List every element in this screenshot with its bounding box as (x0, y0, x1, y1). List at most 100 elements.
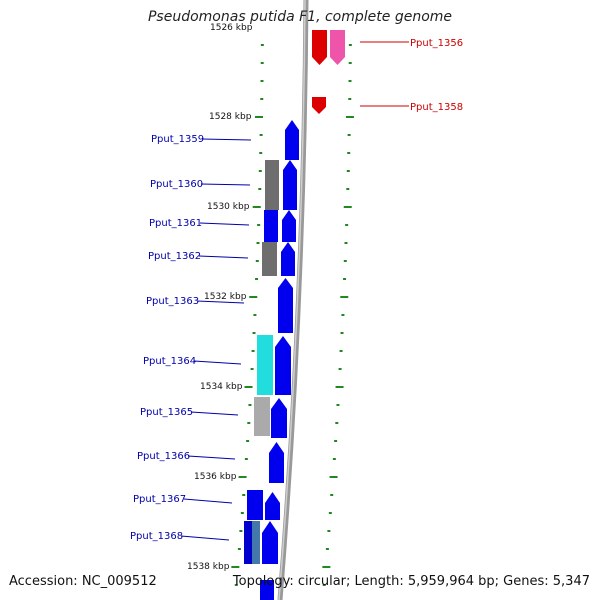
map-title: Pseudomonas putida F1, complete genome (147, 9, 453, 25)
tick-mark-right-4 (345, 116, 354, 118)
label-line-pput-1361 (199, 222, 250, 226)
tick-mark-right-17 (339, 350, 343, 352)
gene-pput-1369-homolog-block[interactable] (260, 580, 274, 600)
gene-pput-1362-homolog-block[interactable] (262, 242, 277, 276)
tick-mark-right-9 (343, 206, 352, 208)
tick-mark-left-12 (255, 260, 259, 262)
gene-pput-1361-arrow[interactable] (282, 210, 296, 242)
tick-mark-right-23 (332, 458, 336, 460)
gene-label-pput-1364[interactable]: Pput_1364 (143, 356, 196, 367)
tick-mark-left-15 (253, 314, 257, 316)
gene-pput-1357-arrow[interactable] (330, 30, 345, 65)
tick-mark-right-2 (348, 80, 352, 82)
label-line-pput-1365 (190, 411, 239, 416)
tick-mark-right-25 (330, 494, 334, 496)
tick-mark-right-19 (335, 386, 344, 388)
gene-pput-1359-arrow[interactable] (285, 120, 299, 160)
position-label-1536: 1536 kbp (194, 472, 237, 482)
gene-label-pput-1358[interactable]: Pput_1358 (410, 102, 463, 113)
tick-mark-left-17 (251, 350, 255, 352)
gene-pput-1364-arrow[interactable] (275, 336, 291, 395)
genome-backbone (277, 0, 309, 600)
tick-mark-left-26 (240, 512, 244, 514)
tick-mark-right-13 (343, 278, 347, 280)
gene-pput-1356-arrow[interactable] (312, 30, 327, 65)
gene-pput-1366-arrow[interactable] (269, 442, 284, 483)
tick-mark-right-18 (338, 368, 342, 370)
tick-mark-left-16 (252, 332, 256, 334)
gene-label-pput-1361[interactable]: Pput_1361 (149, 218, 202, 229)
tick-mark-right-26 (328, 512, 332, 514)
tick-mark-left-14 (249, 296, 258, 298)
gene-label-pput-1367[interactable]: Pput_1367 (133, 494, 186, 505)
tick-mark-right-15 (341, 314, 345, 316)
tick-mark-left-9 (252, 206, 261, 208)
position-label-1532: 1532 kbp (204, 292, 247, 302)
tick-mark-right-16 (340, 332, 344, 334)
gene-label-pput-1359[interactable]: Pput_1359 (151, 134, 204, 145)
position-label-1534: 1534 kbp (200, 382, 243, 392)
tick-mark-right-14 (340, 296, 349, 298)
gene-label-pput-1360[interactable]: Pput_1360 (150, 179, 203, 190)
topology-text: Topology: circular; Length: 5,959,964 bp… (232, 574, 590, 589)
genome-backbone-highlight (278, 0, 306, 600)
gene-label-pput-1356[interactable]: Pput_1356 (410, 38, 463, 49)
gene-label-pput-1366[interactable]: Pput_1366 (137, 451, 190, 462)
tick-mark-right-0 (348, 44, 352, 46)
gene-pput-1363-arrow[interactable] (278, 278, 293, 333)
tick-mark-left-30 (234, 584, 238, 586)
tick-mark-right-27 (327, 530, 331, 532)
gene-pput-1361-homolog-block[interactable] (264, 210, 278, 242)
tick-mark-left-0 (260, 44, 264, 46)
tick-mark-right-21 (335, 422, 339, 424)
label-line-pput-1362 (198, 255, 249, 259)
gene-pput-1360-arrow[interactable] (283, 160, 297, 210)
tick-mark-left-18 (250, 368, 254, 370)
tick-mark-left-21 (247, 422, 251, 424)
tick-mark-right-28 (325, 548, 329, 550)
tick-mark-left-3 (260, 98, 264, 100)
label-line-pput-1366 (187, 455, 236, 460)
position-label-1528: 1528 kbp (209, 112, 252, 122)
tick-marks (231, 44, 354, 586)
gene-pput-1364-homolog-block[interactable] (257, 335, 273, 395)
tick-mark-left-29 (231, 566, 240, 568)
accession-text: Accession: NC_009512 (9, 574, 157, 589)
tick-mark-left-7 (258, 170, 262, 172)
gene-label-pput-1368[interactable]: Pput_1368 (130, 531, 183, 542)
tick-mark-left-23 (244, 458, 248, 460)
label-line-pput-1360 (200, 183, 251, 186)
tick-mark-left-5 (259, 134, 263, 136)
gene-pput-1362-arrow[interactable] (281, 242, 295, 276)
label-line-pput-1359 (201, 138, 252, 141)
tick-mark-right-6 (347, 152, 351, 154)
tick-mark-right-10 (345, 224, 349, 226)
tick-mark-left-28 (237, 548, 241, 550)
label-line-pput-1363 (196, 300, 245, 304)
gene-pput-1368-arrow[interactable] (262, 521, 278, 564)
gene-pput-1367-homolog-block[interactable] (247, 490, 263, 520)
label-line-pput-1367 (183, 498, 233, 504)
tick-mark-left-4 (254, 116, 263, 118)
gene-label-pput-1365[interactable]: Pput_1365 (140, 407, 193, 418)
gene-label-pput-1363[interactable]: Pput_1363 (146, 296, 199, 307)
tick-mark-right-12 (343, 260, 347, 262)
position-label-1526: 1526 kbp (210, 23, 253, 33)
label-line-pput-1368 (180, 535, 230, 541)
gene-pput-1365-homolog-block[interactable] (254, 397, 270, 436)
gene-label-pput-1362[interactable]: Pput_1362 (148, 251, 201, 262)
tick-mark-right-7 (346, 170, 350, 172)
tick-mark-left-27 (239, 530, 243, 532)
gene-pput-1367-arrow[interactable] (265, 492, 280, 520)
gene-pput-1365-arrow[interactable] (271, 398, 287, 438)
tick-mark-right-20 (336, 404, 340, 406)
tick-mark-right-11 (344, 242, 348, 244)
position-label-1538: 1538 kbp (187, 562, 230, 572)
gene-pput-1360-homolog-block[interactable] (265, 160, 279, 210)
tick-mark-right-5 (347, 134, 351, 136)
position-label-1530: 1530 kbp (207, 202, 250, 212)
tick-mark-left-24 (238, 476, 247, 478)
tick-mark-left-1 (260, 62, 264, 64)
gene-pput-1358-arrow[interactable] (312, 97, 326, 114)
tick-mark-right-24 (329, 476, 338, 478)
